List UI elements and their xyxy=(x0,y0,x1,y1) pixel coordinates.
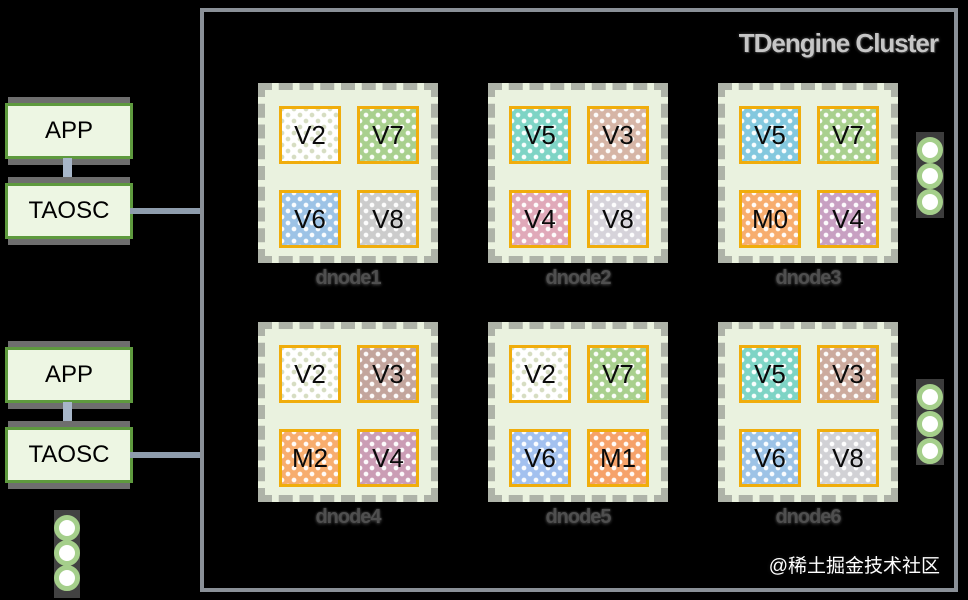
vnode-cell-v5: V5 xyxy=(739,345,801,403)
vnode-cell-v3: V3 xyxy=(357,345,419,403)
connector-taosc-cluster-2 xyxy=(130,452,204,458)
vnode-cell-v3: V3 xyxy=(817,345,879,403)
dnode-2-box: V5 V3 V4 V8 xyxy=(488,83,668,263)
vnode-cell-v2: V2 xyxy=(279,345,341,403)
mnode-cell-m2: M2 xyxy=(279,429,341,487)
cell-label: V8 xyxy=(602,203,634,234)
taosc-label: TAOSC xyxy=(28,197,110,224)
vnode-cell-v4: V4 xyxy=(509,190,571,248)
more-dnodes-dot-icon xyxy=(917,137,943,163)
cell-label: V6 xyxy=(524,442,556,473)
more-apps-dot-icon xyxy=(54,565,80,591)
cell-label: V4 xyxy=(832,203,864,234)
cell-label: V3 xyxy=(832,358,864,389)
cell-label: V3 xyxy=(602,119,634,150)
vnode-cell-v6: V6 xyxy=(509,429,571,487)
more-dnodes-dot-icon xyxy=(917,189,943,215)
cell-label: V5 xyxy=(524,119,556,150)
more-dnodes-dot-icon xyxy=(917,438,943,464)
dnode-6-label: dnode6 xyxy=(775,506,841,528)
more-apps-dot-icon xyxy=(54,515,80,541)
vnode-cell-v7: V7 xyxy=(357,106,419,164)
dnode-6-box: V5 V3 V6 V8 xyxy=(718,322,898,502)
cell-label: V3 xyxy=(372,358,404,389)
cell-label: M0 xyxy=(751,203,789,234)
vnode-cell-v3: V3 xyxy=(587,106,649,164)
cell-label: V7 xyxy=(832,119,864,150)
vnode-cell-v6: V6 xyxy=(279,190,341,248)
app-box-1: APP xyxy=(5,103,133,159)
dnode-1-label: dnode1 xyxy=(315,267,381,289)
dnode-1: V2 V7 V6 V8 dnode1 xyxy=(258,83,438,299)
dnode-3: V5 V7 M0 V4 dnode3 xyxy=(718,83,898,299)
app-label: APP xyxy=(44,117,94,144)
cell-label: V2 xyxy=(294,358,326,389)
mnode-cell-m1: M1 xyxy=(587,429,649,487)
connector-app-taosc-2 xyxy=(63,402,72,428)
dnode-5: V2 V7 V6 M1 dnode5 xyxy=(488,322,668,538)
dnode-5-label: dnode5 xyxy=(545,506,611,528)
cell-label: V8 xyxy=(372,203,404,234)
dnode-6: V5 V3 V6 V8 dnode6 xyxy=(718,322,898,538)
vnode-cell-v2: V2 xyxy=(279,106,341,164)
more-dnodes-dot-icon xyxy=(917,163,943,189)
cell-label: M2 xyxy=(291,442,329,473)
vnode-cell-v4: V4 xyxy=(357,429,419,487)
dnode-2: V5 V3 V4 V8 dnode2 xyxy=(488,83,668,299)
dnode-4: V2 V3 M2 V4 dnode4 xyxy=(258,322,438,538)
cell-label: M1 xyxy=(599,442,637,473)
vnode-cell-v8: V8 xyxy=(587,190,649,248)
vnode-cell-v4: V4 xyxy=(817,190,879,248)
dnode-4-label: dnode4 xyxy=(315,506,381,528)
taosc-box-1: TAOSC xyxy=(5,183,133,239)
connector-taosc-cluster-1 xyxy=(130,208,204,214)
cell-label: V7 xyxy=(372,119,404,150)
cell-label: V4 xyxy=(524,203,556,234)
dnode-5-box: V2 V7 V6 M1 xyxy=(488,322,668,502)
more-apps-dot-icon xyxy=(54,540,80,566)
cell-label: V8 xyxy=(832,442,864,473)
connector-app-taosc-1 xyxy=(63,158,72,184)
taosc-box-2: TAOSC xyxy=(5,427,133,483)
more-dnodes-dot-icon xyxy=(917,384,943,410)
dnode-3-box: V5 V7 M0 V4 xyxy=(718,83,898,263)
cell-label: V6 xyxy=(754,442,786,473)
cell-label: V5 xyxy=(754,358,786,389)
dnode-4-box: V2 V3 M2 V4 xyxy=(258,322,438,502)
cell-label: V6 xyxy=(294,203,326,234)
mnode-cell-m0: M0 xyxy=(739,190,801,248)
cluster-title: TDengine Cluster xyxy=(738,28,939,58)
cell-label: V2 xyxy=(524,358,556,389)
more-dnodes-dot-icon xyxy=(917,411,943,437)
cell-label: V5 xyxy=(754,119,786,150)
dnode-3-label: dnode3 xyxy=(775,267,841,289)
vnode-cell-v7: V7 xyxy=(817,106,879,164)
vnode-cell-v2: V2 xyxy=(509,345,571,403)
dnode-1-box: V2 V7 V6 V8 xyxy=(258,83,438,263)
app-box-2: APP xyxy=(5,347,133,403)
cell-label: V7 xyxy=(602,358,634,389)
app-label: APP xyxy=(44,361,94,388)
watermark: @稀土掘金技术社区 xyxy=(768,556,940,577)
vnode-cell-v7: V7 xyxy=(587,345,649,403)
vnode-cell-v6: V6 xyxy=(739,429,801,487)
taosc-label: TAOSC xyxy=(28,441,110,468)
vnode-cell-v8: V8 xyxy=(357,190,419,248)
cell-label: V4 xyxy=(372,442,404,473)
vnode-cell-v5: V5 xyxy=(739,106,801,164)
vnode-cell-v8: V8 xyxy=(817,429,879,487)
vnode-cell-v5: V5 xyxy=(509,106,571,164)
cell-label: V2 xyxy=(294,119,326,150)
dnode-2-label: dnode2 xyxy=(545,267,611,289)
